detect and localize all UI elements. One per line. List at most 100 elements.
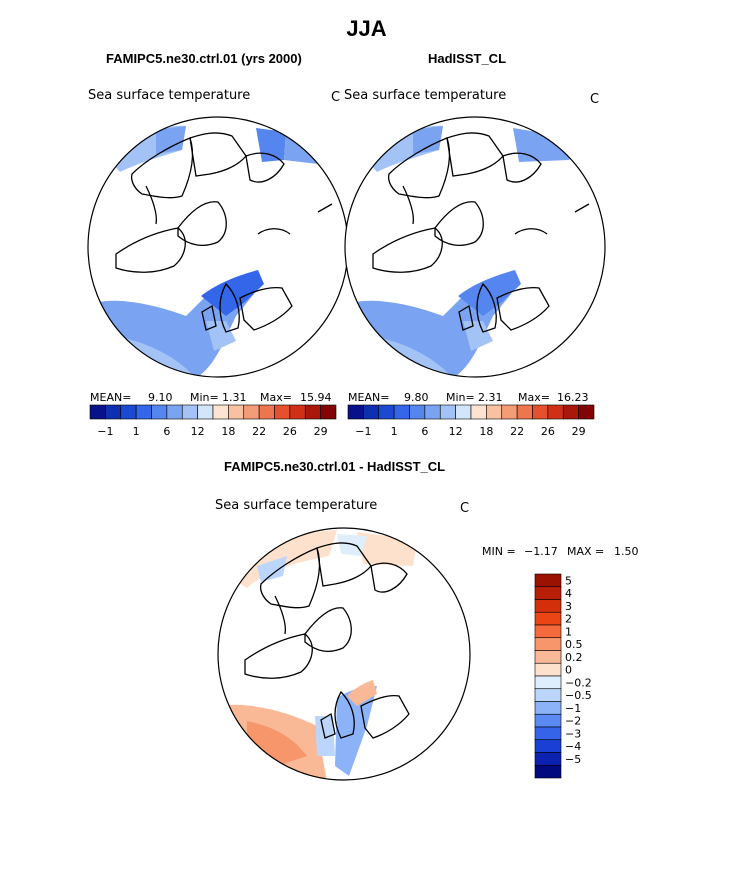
colorbar-box [578,404,595,420]
panel-1-subtitle: FAMIPC5.ne30.ctrl.01 (yrs 2000) [106,51,302,66]
colorbar-box [532,404,549,420]
colorbar-box [378,404,395,420]
colorbar-box [105,404,122,420]
colorbar-box [135,404,152,420]
colorbar-box [243,404,260,420]
colorbar-box [516,404,533,420]
colorbar-box [486,404,503,420]
panel-3-min-value: −1.17 [524,545,558,558]
panel-2-max-value: 16.23 [557,391,589,404]
colorbar-box [212,404,229,420]
colorbar-box [547,404,564,420]
panel-1-min-value: 1.31 [222,391,247,404]
colorbar-box [534,739,562,753]
colorbar-box [274,404,291,420]
colorbar-box [439,404,456,420]
colorbar-tick-label: 6 [163,425,170,438]
colorbar-level-label: 0 [565,664,572,677]
panel-1-min-label: Min= [190,391,219,404]
colorbar-level-label: 3 [565,600,572,613]
diff-region-norwegian-sea [335,686,377,776]
colorbar-tick-label: 18 [479,425,493,438]
colorbar-box [455,404,472,420]
panel-1-units-label: C [331,90,341,105]
colorbar-level-label: 1 [565,625,572,638]
map-difference-sst [217,527,471,781]
colorbar-box [347,404,364,420]
colorbar-tick-label: 26 [541,425,555,438]
colorbar-tick-label: 6 [421,425,428,438]
colorbar-box [289,404,306,420]
colorbar-box [534,611,562,626]
panel-2-min-label: Min= [446,391,475,404]
sst-region-north-sea [206,321,236,351]
colorbar-box [228,404,245,420]
colorbar-level-label: −3 [565,727,581,740]
colorbar-level-label: 2 [565,613,572,626]
colorbar-tick-label: 1 [133,425,140,438]
colorbar-box [534,650,562,664]
panel-1-max-value: 15.94 [300,391,332,404]
colorbar-box [409,404,426,420]
panel-1-variable-label: Sea surface temperature [88,88,251,103]
panel-2-variable-label: Sea surface temperature [344,88,507,103]
colorbar-tick-label: 1 [391,425,398,438]
colorbar-box [320,404,337,420]
coastlines [244,542,410,739]
colorbar-level-label: −1 [565,702,581,715]
colorbar-box [534,675,562,690]
colorbar-box [151,404,168,420]
colorbar-level-label: −0.2 [565,676,592,689]
colorbar-box [534,688,562,702]
colorbar-tick-label: −1 [355,425,371,438]
colorbar-box [534,599,562,613]
colorbar-box [534,586,562,600]
colorbar-level-label: −2 [565,715,581,728]
colorbar-level-label: −4 [565,740,581,753]
colorbar-tick-label: 22 [252,425,266,438]
colorbar-level-label: 5 [565,574,572,587]
panel-3-min-label: MIN = [482,545,516,558]
colorbar-box [181,404,198,420]
panel-2-mean-value: 9.80 [404,391,429,404]
colorbar-model: −1 1 6 12 18 22 26 29 [89,404,337,438]
panel-3-units-label: C [460,501,470,516]
colorbar-level-label: −0.5 [565,689,592,702]
colorbar-box [304,404,321,420]
panel-2-max-label: Max= [518,391,550,404]
colorbar-tick-label: 12 [449,425,463,438]
colorbar-box [363,404,380,420]
coastlines [115,132,333,333]
colorbar-box [534,752,562,766]
colorbar-tick-label: 29 [572,425,586,438]
colorbar-tick-label: 22 [510,425,524,438]
panel-2-units-label: C [590,92,600,107]
sst-region-bering [513,128,573,162]
panel-1-max-label: Max= [260,391,292,404]
colorbar-tick-label: 12 [191,425,205,438]
colorbar-box [534,662,562,677]
colorbar-tick-label: 18 [221,425,235,438]
sst-region-bering-warm [284,132,326,164]
panel-3-max-label: MAX = [567,545,605,558]
colorbar-level-label: 4 [565,587,572,600]
colorbar-box [258,404,275,420]
colorbar-box [166,404,183,420]
colorbar-obs: −1 1 6 12 18 22 26 29 [347,404,595,438]
sst-region-north-sea [463,321,493,351]
colorbar-box [470,404,487,420]
sst-region-pacific-cold [413,126,443,154]
colorbar-tick-label: 26 [283,425,297,438]
panel-3-max-value: 1.50 [614,545,639,558]
panel-2-subtitle: HadISST_CL [428,51,507,66]
panel-3-variable-label: Sea surface temperature [215,498,378,513]
map-model-sst [87,116,349,378]
colorbar-box [120,404,137,420]
colorbar-box [424,404,441,420]
diff-region-barents [347,680,377,706]
colorbar-tick-label: 29 [314,425,328,438]
colorbar-box [534,624,562,639]
colorbar-box [534,701,562,715]
colorbar-box [534,637,562,651]
